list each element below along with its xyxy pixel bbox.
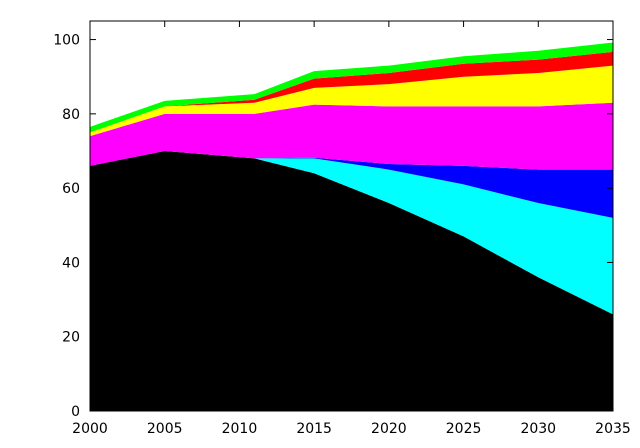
y-tick-label: 20 xyxy=(62,330,80,346)
area-series-0 xyxy=(90,151,613,411)
area-series-2 xyxy=(90,151,613,218)
area-series-5 xyxy=(90,51,613,133)
area-series-6 xyxy=(90,42,613,133)
plot-frame xyxy=(89,20,614,412)
x-tick-label: 2035 xyxy=(595,421,631,437)
area-series-1 xyxy=(90,151,613,315)
axes-layer xyxy=(89,20,614,412)
y-tick-label: 0 xyxy=(71,404,80,420)
area-series-4 xyxy=(90,65,613,137)
y-tick-label: 60 xyxy=(62,181,80,197)
x-tick-label: 2010 xyxy=(222,421,258,437)
y-tick-label: 80 xyxy=(62,107,80,123)
x-tick-label: 2000 xyxy=(72,421,108,437)
ticks-layer: 2000 2005 2010 2015 2020 2025 2030 2035 0 20 40 60 8… xyxy=(53,21,631,437)
x-tick-label: 2020 xyxy=(371,421,407,437)
areas-layer xyxy=(90,42,613,411)
area-series-3 xyxy=(90,102,613,170)
x-tick-label: 2005 xyxy=(147,421,183,437)
y-tick-label: 100 xyxy=(53,33,80,49)
y-tick-label: 40 xyxy=(62,255,80,271)
x-tick-label: 2015 xyxy=(296,421,332,437)
x-tick-label: 2030 xyxy=(520,421,556,437)
x-tick-label: 2025 xyxy=(446,421,482,437)
